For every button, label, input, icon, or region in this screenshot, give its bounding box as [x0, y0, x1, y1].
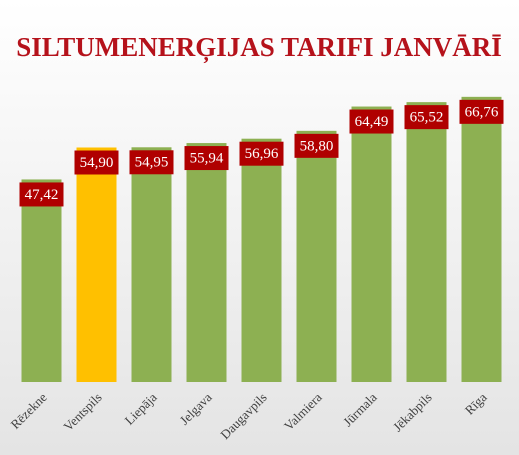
value-label: 47,42: [25, 187, 59, 203]
value-label-box: [349, 109, 394, 134]
value-label-box: [19, 182, 64, 207]
bar: [76, 147, 117, 382]
value-label: 58,80: [300, 138, 334, 154]
bar: [406, 102, 447, 383]
bar: [296, 130, 337, 382]
value-label: 54,95: [135, 155, 169, 171]
value-label: 56,96: [245, 146, 279, 162]
value-label: 65,52: [410, 110, 444, 126]
value-label: 64,49: [355, 114, 389, 130]
bar: [186, 143, 227, 382]
chart-title: SILTUMENERĢIJAS TARIFI JANVĀRĪ: [16, 32, 502, 63]
value-label-box: [459, 99, 504, 124]
value-label-box: [184, 146, 229, 171]
value-label-box: [129, 150, 174, 175]
bar: [461, 96, 502, 383]
value-label: 66,76: [465, 104, 499, 120]
value-label: 54,90: [80, 155, 114, 171]
bar: [21, 179, 62, 382]
value-label: 55,94: [190, 150, 224, 166]
bar: [241, 138, 282, 382]
bar: [131, 147, 172, 382]
value-label-box: [239, 141, 284, 166]
value-label-box: [404, 105, 449, 130]
value-label-box: [74, 150, 119, 175]
bar: [351, 106, 392, 382]
value-label-box: [294, 133, 339, 158]
